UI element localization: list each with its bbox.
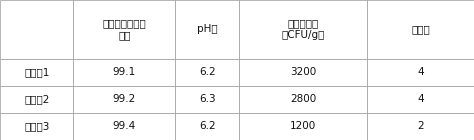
- Text: 2800: 2800: [290, 94, 317, 104]
- Text: 微生物含量
（CFU/g）: 微生物含量 （CFU/g）: [282, 19, 325, 40]
- Text: 溶解性（中性溶
液）: 溶解性（中性溶 液）: [102, 19, 146, 40]
- Bar: [239, 0, 367, 59]
- Bar: [175, 0, 239, 59]
- Text: 3200: 3200: [290, 67, 317, 77]
- Text: 实施例3: 实施例3: [24, 122, 49, 131]
- Text: 实施例2: 实施例2: [24, 94, 49, 104]
- Text: 6.2: 6.2: [199, 122, 216, 131]
- Bar: [367, 86, 474, 113]
- Text: 2: 2: [418, 122, 424, 131]
- Bar: [73, 59, 175, 86]
- Bar: [0, 86, 73, 113]
- Bar: [367, 0, 474, 59]
- Text: 6.2: 6.2: [199, 67, 216, 77]
- Bar: [239, 86, 367, 113]
- Text: 99.2: 99.2: [113, 94, 136, 104]
- Bar: [0, 0, 73, 59]
- Text: 4: 4: [418, 94, 424, 104]
- Bar: [73, 86, 175, 113]
- Text: 1200: 1200: [290, 122, 317, 131]
- Bar: [367, 113, 474, 140]
- Bar: [73, 113, 175, 140]
- Bar: [0, 59, 73, 86]
- Text: 99.1: 99.1: [113, 67, 136, 77]
- Bar: [175, 86, 239, 113]
- Bar: [239, 59, 367, 86]
- Text: 实施例1: 实施例1: [24, 67, 49, 77]
- Text: 6.3: 6.3: [199, 94, 216, 104]
- Text: 4: 4: [418, 67, 424, 77]
- Bar: [175, 113, 239, 140]
- Text: 聚合度: 聚合度: [411, 24, 430, 34]
- Bar: [175, 59, 239, 86]
- Bar: [239, 113, 367, 140]
- Text: pH值: pH值: [197, 24, 218, 34]
- Text: 99.4: 99.4: [113, 122, 136, 131]
- Bar: [367, 59, 474, 86]
- Bar: [73, 0, 175, 59]
- Bar: [0, 113, 73, 140]
